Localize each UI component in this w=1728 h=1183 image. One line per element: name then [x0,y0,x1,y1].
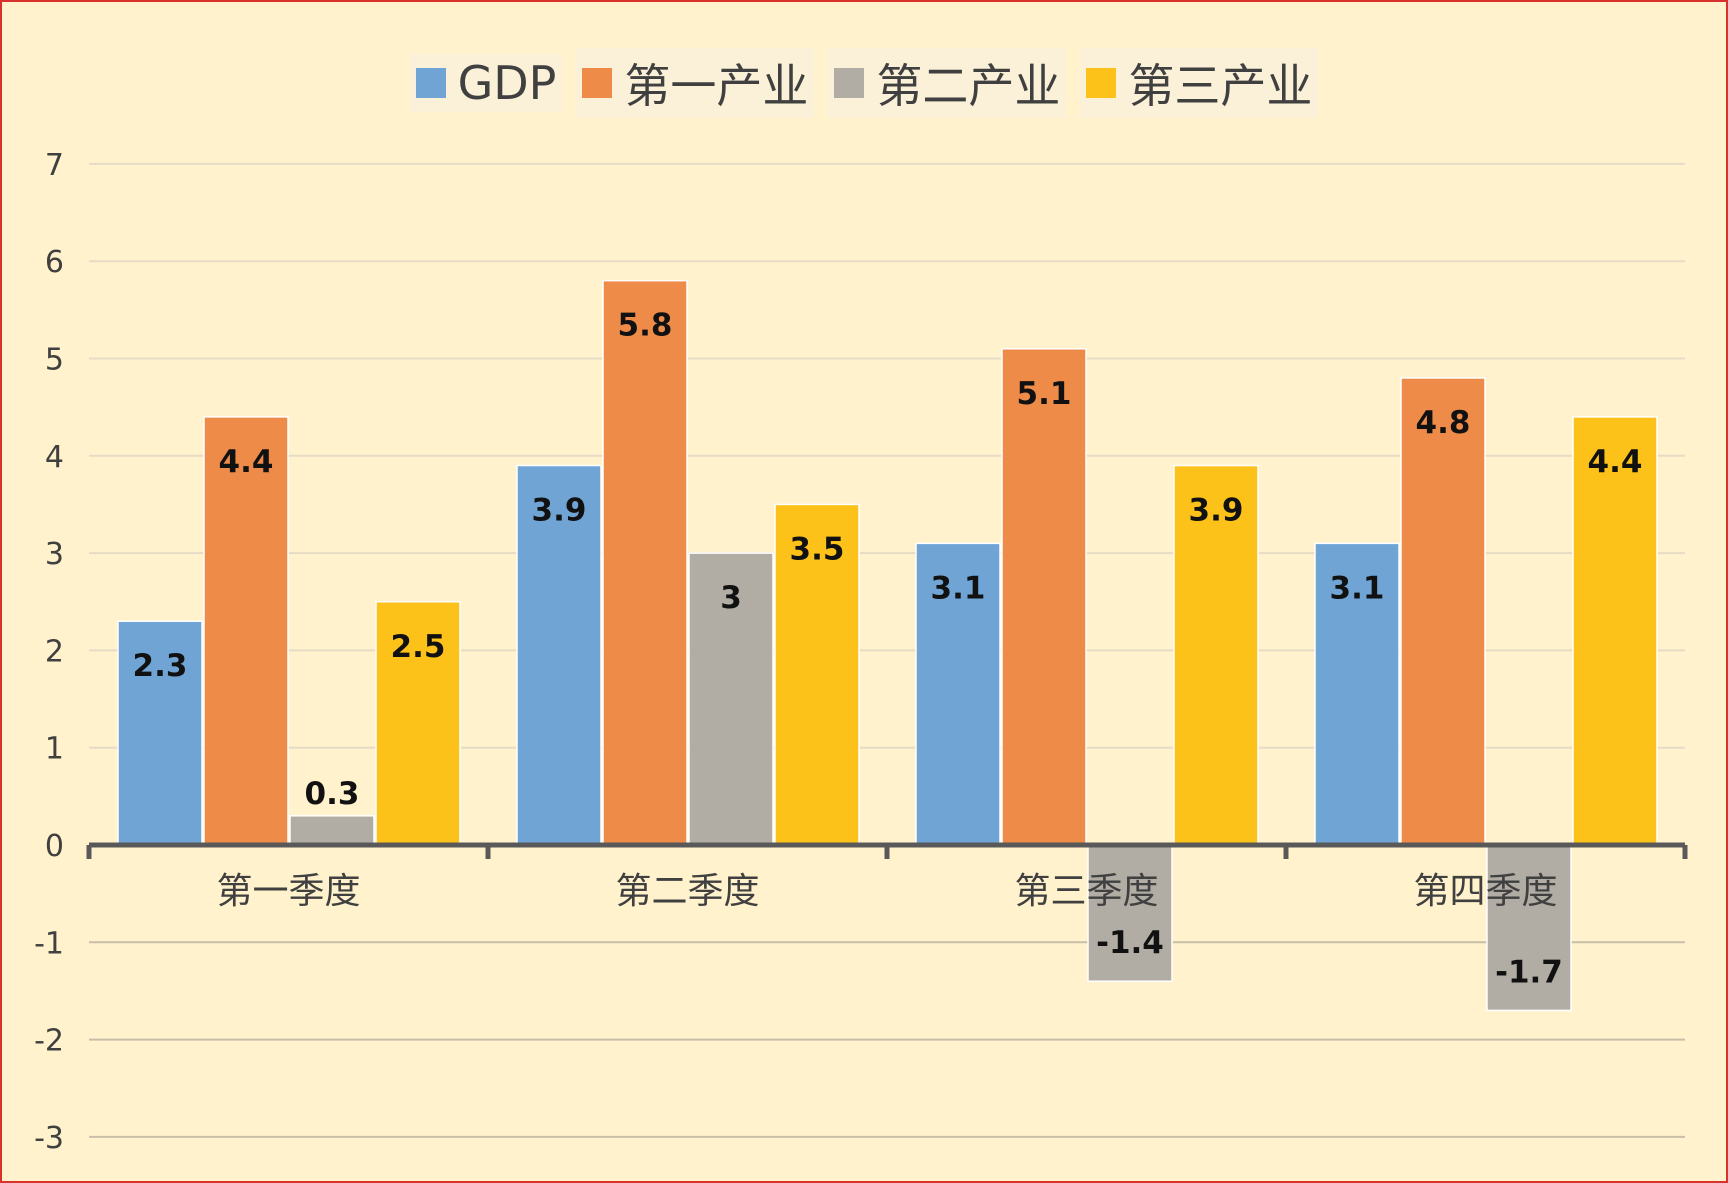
data-label: -1.4 [1096,925,1164,961]
data-label: 2.5 [391,629,446,665]
legend-label: 第一产业 [624,59,809,113]
legend-label: 第三产业 [1128,59,1313,113]
legend-label: GDP [457,56,557,110]
y-tick-label: 7 [45,148,64,183]
legend-item-gdp: GDP [409,54,563,112]
x-category-label: 第四季度 [1413,871,1557,912]
data-label: 5.1 [1017,376,1072,412]
data-label: 4.8 [1416,405,1471,441]
bar [774,503,860,846]
data-label: -1.7 [1495,954,1563,990]
data-label: 3 [720,580,742,616]
bar [117,620,203,846]
bar [1001,348,1087,846]
legend-item-secondary-industry: 第二产业 [828,48,1067,118]
bar [203,416,289,846]
legend-label: 第二产业 [876,59,1061,113]
data-label: 5.8 [618,308,673,344]
bar [1572,416,1658,846]
y-tick-label: 0 [45,829,64,864]
y-tick-label: 4 [45,440,64,475]
y-tick-label: -1 [34,926,64,961]
bar [375,601,461,846]
y-tick-label: 1 [45,732,64,767]
y-tick-label: -2 [34,1024,64,1059]
data-label: 0.3 [305,776,360,812]
x-category-label: 第二季度 [615,871,759,912]
bar [289,815,375,846]
data-label: 4.4 [219,444,274,480]
legend: GDP 第一产业 第二产业 第三产业 [2,48,1726,118]
legend-swatch [1086,68,1117,98]
data-label: 3.1 [931,570,986,606]
bar [1314,542,1400,846]
data-label: 4.4 [1588,444,1643,480]
y-tick-label: 6 [45,245,64,280]
y-tick-label: 5 [45,343,64,378]
bar [1087,844,1173,982]
data-label: 3.9 [532,493,587,529]
y-tick-label: -3 [34,1121,64,1156]
legend-swatch [582,68,613,98]
bar [516,464,602,846]
legend-item-tertiary-industry: 第三产业 [1080,48,1319,118]
bar [1173,464,1259,846]
legend-item-primary-industry: 第一产业 [576,48,815,118]
y-tick-label: 3 [45,537,64,572]
bar [602,279,688,846]
data-label: 3.1 [1330,570,1385,606]
data-label: 3.5 [790,531,845,567]
legend-swatch [415,68,446,98]
bar [1400,377,1486,846]
x-category-label: 第一季度 [216,871,360,912]
x-category-label: 第三季度 [1014,871,1158,912]
y-tick-label: 2 [45,634,64,669]
bar [915,542,1001,846]
bar [1486,844,1572,1012]
legend-swatch [834,68,865,98]
bar [688,552,774,846]
data-label: 2.3 [133,648,188,684]
data-label: 3.9 [1189,493,1244,529]
